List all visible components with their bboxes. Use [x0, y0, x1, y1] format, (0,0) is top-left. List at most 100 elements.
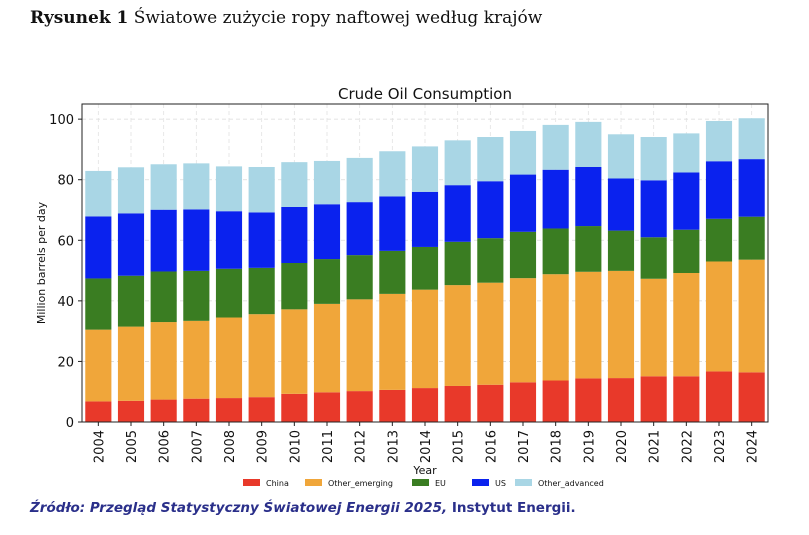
bar-china-2007: [183, 398, 210, 422]
bar-other-emerging-2015: [444, 285, 471, 386]
y-axis-label: Million barrels per day: [35, 201, 48, 324]
bar-china-2013: [379, 389, 406, 422]
bar-other-emerging-2024: [738, 259, 765, 373]
bar-china-2008: [215, 398, 243, 422]
bar-us-2014: [411, 191, 439, 247]
x-tick-label: 2022: [680, 430, 695, 463]
bar-other-advanced-2010: [281, 162, 308, 207]
source-suffix: Instytut Energii.: [451, 500, 576, 516]
bar-eu-2005: [117, 275, 145, 327]
bar-us-2005: [117, 213, 145, 276]
bar-china-2010: [281, 393, 308, 422]
x-tick-label: 2020: [615, 430, 630, 463]
bar-china-2020: [607, 378, 635, 422]
bar-other-emerging-2020: [607, 270, 635, 379]
bar-other-advanced-2016: [477, 137, 504, 182]
x-tick-label: 2009: [256, 430, 271, 463]
x-axis-label: Year: [412, 464, 437, 477]
bar-us-2017: [509, 174, 537, 232]
x-tick-label: 2023: [713, 430, 728, 463]
bar-other-emerging-2022: [673, 272, 700, 377]
figure-title: Światowe zużycie ropy naftowej według kr…: [133, 8, 543, 28]
x-tick-label: 2013: [386, 430, 401, 463]
bar-us-2023: [705, 161, 733, 219]
bar-other-emerging-2005: [117, 326, 145, 401]
bar-eu-2019: [575, 226, 602, 272]
bar-eu-2024: [738, 216, 765, 260]
bar-us-2011: [313, 204, 341, 260]
legend-swatch-us: [472, 479, 489, 486]
y-tick-label: 0: [66, 416, 74, 431]
bar-eu-2014: [411, 246, 439, 290]
bar-eu-2020: [607, 230, 635, 271]
bar-eu-2004: [85, 278, 112, 330]
bar-other-emerging-2007: [183, 320, 210, 399]
bar-other-emerging-2016: [477, 282, 504, 385]
source-prefix: Źródło: Przegląd Statystyczny Światowej …: [30, 500, 448, 516]
x-tick-label: 2006: [158, 430, 173, 463]
bar-china-2024: [738, 372, 765, 422]
bar-other-emerging-2010: [281, 309, 308, 394]
x-tick-label: 2019: [582, 430, 597, 463]
bar-china-2005: [117, 400, 145, 422]
x-tick-label: 2010: [288, 430, 303, 463]
figure-caption: Rysunek 1 Światowe zużycie ropy naftowej…: [30, 8, 542, 28]
bar-us-2024: [738, 159, 765, 217]
x-tick-label: 2004: [92, 430, 107, 463]
bar-eu-2022: [673, 229, 700, 273]
bar-other-advanced-2012: [346, 157, 373, 203]
bar-eu-2018: [542, 228, 569, 275]
bar-china-2022: [673, 376, 700, 422]
bar-china-2021: [640, 376, 667, 422]
figure-label: Rysunek 1: [30, 8, 129, 28]
bar-eu-2013: [379, 250, 406, 294]
bar-other-advanced-2022: [673, 133, 700, 173]
bar-other-emerging-2021: [640, 278, 667, 377]
bar-other-emerging-2014: [411, 289, 439, 389]
bar-us-2013: [379, 196, 406, 251]
bar-eu-2011: [313, 259, 341, 304]
bar-other-emerging-2006: [150, 322, 177, 400]
bar-other-emerging-2004: [85, 329, 112, 402]
bar-us-2020: [607, 178, 635, 231]
bar-china-2011: [313, 392, 341, 422]
bar-china-2015: [444, 385, 471, 422]
legend-swatch-china: [243, 479, 260, 486]
bar-eu-2007: [183, 270, 210, 321]
bar-us-2015: [444, 185, 471, 242]
bar-other-advanced-2013: [379, 151, 406, 197]
bar-other-advanced-2018: [542, 124, 569, 170]
x-tick-label: 2016: [484, 430, 499, 463]
legend-label-us: US: [495, 479, 506, 488]
bar-eu-2017: [509, 231, 537, 279]
x-tick-label: 2008: [223, 430, 238, 463]
bar-us-2006: [150, 209, 177, 272]
x-tick-label: 2021: [648, 430, 663, 463]
bar-other-advanced-2015: [444, 140, 471, 186]
bar-other-emerging-2013: [379, 293, 406, 390]
bar-us-2019: [575, 166, 602, 227]
bar-other-advanced-2020: [607, 134, 635, 179]
bar-us-2007: [183, 209, 210, 271]
bar-other-advanced-2004: [85, 170, 112, 217]
bar-china-2017: [509, 382, 537, 422]
bar-us-2004: [85, 216, 112, 279]
x-tick-label: 2005: [125, 430, 140, 463]
bar-other-emerging-2023: [705, 261, 733, 372]
x-tick-label: 2014: [419, 430, 434, 463]
bar-other-advanced-2007: [183, 163, 210, 210]
bar-eu-2021: [640, 237, 667, 279]
bar-us-2008: [215, 211, 243, 269]
bar-us-2018: [542, 169, 569, 229]
y-tick-label: 20: [57, 355, 74, 370]
bar-eu-2016: [477, 238, 504, 283]
legend-swatch-other-emerging: [305, 479, 322, 486]
legend-swatch-other-advanced: [515, 479, 532, 486]
bar-us-2012: [346, 202, 373, 256]
bar-other-emerging-2011: [313, 303, 341, 393]
y-tick-label: 80: [57, 174, 74, 189]
bar-other-emerging-2017: [509, 278, 537, 383]
bar-other-emerging-2019: [575, 271, 602, 379]
legend-label-china: China: [266, 479, 289, 488]
bar-china-2006: [150, 399, 177, 422]
